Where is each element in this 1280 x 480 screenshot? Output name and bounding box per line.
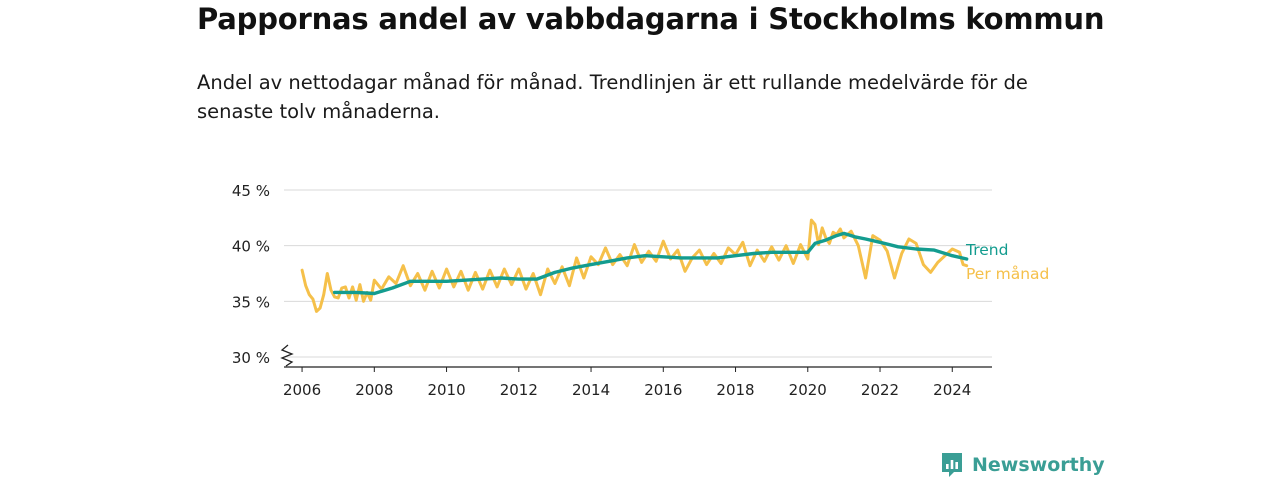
axis-break-icon <box>280 344 294 367</box>
x-tick-label: 2022 <box>861 381 899 399</box>
y-axis: 30 % 35 % 40 % 45 % <box>232 182 270 367</box>
x-tick-label: 2024 <box>933 381 971 399</box>
series-line-trend <box>332 231 969 296</box>
brand-logo[interactable]: Newsworthy <box>940 451 1105 479</box>
chart-grid <box>284 189 992 358</box>
chart-legend: Per månad Trend <box>965 241 1049 283</box>
legend-label-per-manad: Per månad <box>966 265 1049 283</box>
x-tick-label: 2010 <box>427 381 465 399</box>
chart-subtitle: Andel av nettodagar månad för månad. Tre… <box>197 71 1028 123</box>
y-tick-label: 40 % <box>232 238 270 256</box>
x-axis: 2006 2008 2010 2012 2014 2016 2018 2020 2022 2024 <box>283 366 992 399</box>
x-tick-label: 2020 <box>789 381 827 399</box>
x-tick-label: 2016 <box>644 381 682 399</box>
x-tick-label: 2012 <box>500 381 538 399</box>
brand-name: Newsworthy <box>972 454 1105 476</box>
chart-title: Pappornas andel av vabbdagarna i Stockho… <box>197 2 1105 36</box>
y-tick-label: 35 % <box>232 293 270 311</box>
newsworthy-logo-icon <box>942 453 962 477</box>
legend-label-trend: Trend <box>965 241 1008 259</box>
series-line-per-manad <box>300 218 969 313</box>
y-tick-label: 45 % <box>232 182 270 200</box>
chart-series <box>300 218 969 313</box>
x-tick-label: 2014 <box>572 381 610 399</box>
x-tick-label: 2008 <box>355 381 393 399</box>
y-tick-label: 30 % <box>232 349 270 367</box>
x-tick-label: 2018 <box>716 381 754 399</box>
x-tick-label: 2006 <box>283 381 321 399</box>
